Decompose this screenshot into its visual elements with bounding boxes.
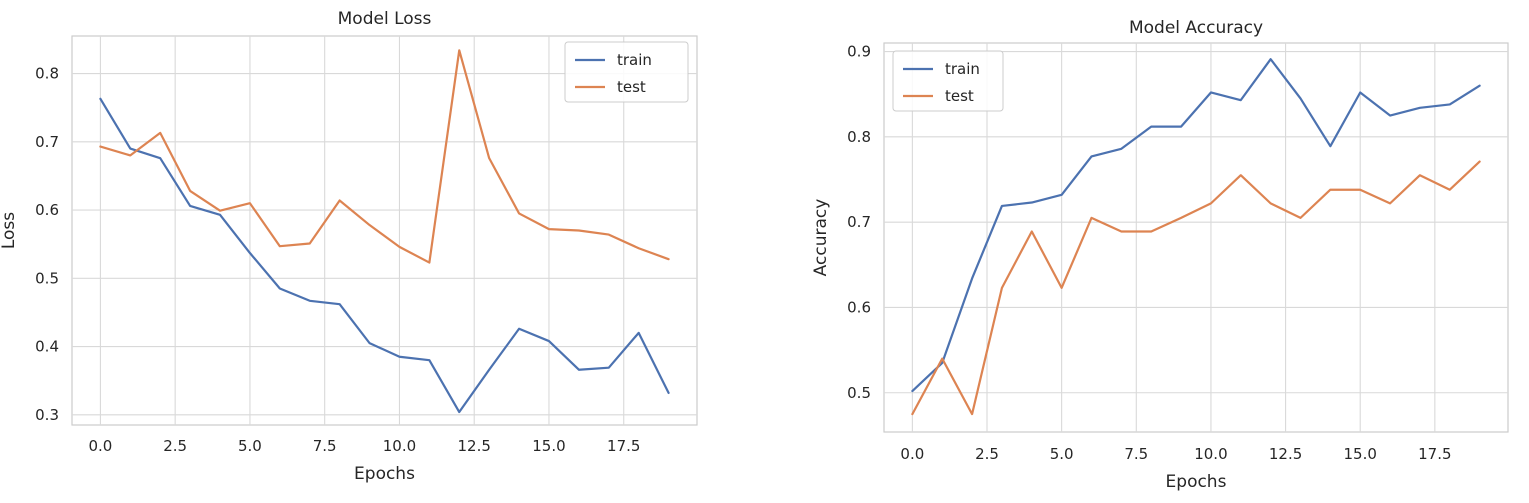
y-axis-label: Accuracy [811,199,831,277]
chart-title: Model Loss [338,9,432,29]
x-axis-label: Epochs [354,464,415,484]
chart-loss: 0.0 2.5 5.0 7.5 10.0 12.5 15.0 17.5 0.3 0.4 0.5 0.6… [0,9,698,484]
x-tick-label: 17.5 [1418,445,1451,463]
x-tick-label: 10.0 [1194,445,1227,463]
chart-title: Model Accuracy [1129,18,1263,38]
x-tick-label: 0.0 [900,445,924,463]
y-tick-label: 0.8 [35,65,59,83]
x-tick-label: 15.0 [532,437,565,455]
y-tick-label: 0.5 [847,384,871,402]
y-tick-label: 0.3 [35,406,59,424]
legend-label-test: test [945,87,974,105]
series-line-train [99,97,670,414]
x-tick-label: 5.0 [238,437,262,455]
x-tick-label: 5.0 [1050,445,1074,463]
x-axis-label: Epochs [1166,472,1227,492]
y-tick-label: 0.7 [35,133,59,151]
x-tick-label: 0.0 [88,437,112,455]
x-tick-label: 12.5 [458,437,491,455]
series-line-test [911,160,1481,416]
y-axis-label: Loss [0,212,19,249]
x-tick-label: 2.5 [975,445,999,463]
legend-label-train: train [617,51,652,69]
series-line-test [99,49,670,264]
x-tick-label: 15.0 [1344,445,1377,463]
y-tick-label: 0.8 [847,128,871,146]
legend-label-test: test [617,78,646,96]
legend: train test [892,50,1004,112]
y-tick-label: 0.5 [35,269,59,287]
y-tick-label: 0.4 [35,338,59,356]
y-tick-label: 0.9 [847,43,871,61]
y-tick-label: 0.7 [847,213,871,231]
x-tick-label: 7.5 [1124,445,1148,463]
legend: train test [564,41,689,103]
series-line-train [911,58,1481,393]
legend-label-train: train [945,60,980,78]
x-tick-label: 10.0 [383,437,416,455]
x-tick-label: 7.5 [313,437,337,455]
y-tick-label: 0.6 [35,201,59,219]
chart-accuracy: 0.0 2.5 5.0 7.5 10.0 12.5 15.0 17.5 0.5 0.6 0.7 0.8… [811,18,1509,492]
x-tick-label: 12.5 [1269,445,1302,463]
x-tick-label: 17.5 [607,437,640,455]
x-tick-label: 2.5 [163,437,187,455]
y-tick-label: 0.6 [847,298,871,316]
